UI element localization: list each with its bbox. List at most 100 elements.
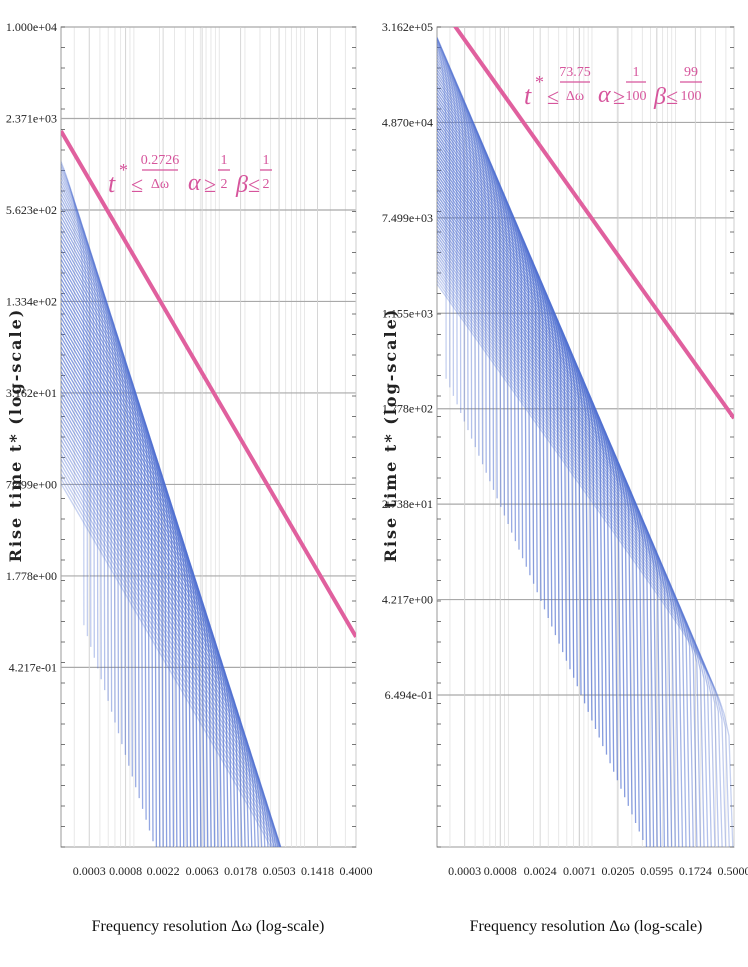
rise-time-curve — [61, 375, 246, 847]
x-tick-label: 0.0003 — [73, 864, 106, 878]
rise-time-curve — [437, 167, 611, 764]
right-ann-alpha: α — [598, 82, 611, 108]
rise-time-curve — [61, 449, 282, 847]
rise-time-curve — [61, 483, 272, 847]
x-tick-label: 0.0205 — [602, 864, 635, 878]
x-tick-label: 0.1724 — [679, 864, 712, 878]
right-ann-le: ≤ — [547, 84, 559, 109]
right-ann-star: * — [535, 72, 544, 92]
rise-time-curve — [437, 232, 680, 847]
left-curves — [61, 161, 282, 847]
rise-time-curve — [437, 153, 597, 730]
x-tick-label: 0.0071 — [563, 864, 596, 878]
upper-bound-line — [61, 130, 356, 638]
right-ann-ge: ≥ — [613, 84, 625, 109]
left-ann-b-den: 2 — [263, 177, 270, 192]
left-ann-a-num: 1 — [221, 153, 228, 168]
left-y-axis-title: Rise time t* (log-scale) — [6, 308, 25, 563]
y-tick-label: 5.623e+02 — [6, 203, 57, 217]
rise-time-curve — [61, 424, 277, 847]
rise-time-curve — [437, 150, 593, 721]
rise-time-curve — [437, 245, 694, 847]
rise-time-curve — [61, 410, 269, 847]
rise-time-curve — [437, 139, 582, 695]
x-tick-label: 0.0063 — [186, 864, 219, 878]
rise-time-curve — [437, 239, 687, 847]
x-tick-label: 0.0008 — [484, 864, 517, 878]
rise-time-curve — [61, 322, 209, 847]
rise-time-curve — [437, 263, 712, 847]
rise-time-curve — [437, 283, 734, 847]
rise-time-curve — [61, 434, 280, 847]
rise-time-curve — [61, 390, 256, 847]
y-tick-label: 1.155e+03 — [382, 306, 433, 320]
rise-time-curve — [437, 218, 666, 847]
rise-time-curve — [61, 327, 212, 847]
right-bound — [453, 27, 734, 420]
rise-time-curve — [61, 463, 280, 847]
y-tick-label: 3.162e+01 — [6, 386, 57, 400]
rise-time-curve — [437, 194, 640, 832]
rise-time-curve — [61, 346, 226, 847]
x-tick-label: 0.0503 — [263, 864, 296, 878]
rise-time-curve — [437, 225, 673, 847]
right-panel: 3.162e+05 4.870e+04 7.499e+03 1.155e+03 1.77… — [381, 20, 748, 935]
rise-time-curve — [61, 312, 202, 847]
left-ann-le: ≤ — [131, 172, 143, 197]
rise-time-curve — [437, 269, 720, 847]
y-tick-label: 7.499e+03 — [382, 211, 433, 225]
rise-time-curve — [437, 201, 648, 847]
rise-time-curve — [61, 302, 195, 847]
rise-time-curve — [61, 293, 188, 847]
rise-time-curve — [437, 256, 705, 847]
y-tick-label: 4.870e+04 — [382, 115, 433, 129]
rise-time-curve — [437, 180, 626, 798]
rise-time-curve — [61, 439, 281, 847]
y-tick-label: 1.000e+04 — [6, 20, 57, 34]
x-tick-label: 0.0024 — [524, 864, 557, 878]
x-tick-label: 0.0595 — [640, 864, 673, 878]
rise-time-curve — [61, 478, 274, 847]
left-ann-b-num: 1 — [263, 153, 270, 168]
left-ann-le2: ≤ — [248, 172, 260, 197]
rise-time-curve — [61, 414, 272, 847]
y-tick-label: 6.494e-01 — [385, 688, 433, 702]
rise-time-curve — [61, 278, 178, 847]
right-ann-num: 73.75 — [559, 65, 591, 80]
rise-time-curve — [437, 156, 600, 738]
y-tick-label: 1.778e+02 — [382, 402, 433, 416]
y-tick-label: 1.334e+02 — [6, 294, 57, 308]
x-tick-label: 0.5000 — [718, 864, 748, 878]
rise-time-curve — [437, 228, 676, 847]
rise-time-curve — [437, 38, 451, 388]
rise-time-curve — [61, 419, 275, 847]
upper-bound-line — [453, 27, 734, 420]
left-ann-a-den: 2 — [221, 177, 228, 192]
rise-time-curve — [437, 266, 716, 847]
rise-time-curve — [437, 146, 589, 712]
rise-time-curve — [61, 351, 229, 847]
rise-time-curve — [437, 276, 727, 847]
rise-time-curve — [61, 361, 236, 847]
left-panel: 1.000e+04 2.371e+03 5.623e+02 1.334e+02 3.16… — [6, 20, 373, 935]
left-bound-annotation: t * ≤ 0.2726 Δω α ≥ 1 2 β ≤ 1 2 — [108, 153, 272, 198]
rise-time-curve — [437, 198, 644, 841]
rise-time-curve — [61, 283, 181, 847]
y-tick-label: 3.162e+05 — [382, 20, 433, 34]
rise-time-curve — [437, 235, 684, 847]
y-tick-label: 2.371e+03 — [6, 111, 57, 125]
rise-time-curve — [437, 187, 633, 815]
left-y-ticks: 1.000e+04 2.371e+03 5.623e+02 1.334e+02 3.16… — [6, 20, 57, 674]
rise-time-curve — [61, 385, 253, 847]
rise-time-curve — [437, 273, 723, 847]
left-ann-ge: ≥ — [204, 172, 216, 197]
rise-time-curve — [61, 405, 266, 847]
rise-time-curve — [437, 170, 615, 772]
right-bound-annotation: t * ≤ 73.75 Δω α ≥ 1 100 β ≤ 99 100 — [524, 65, 702, 110]
x-tick-label: 0.1418 — [301, 864, 334, 878]
rise-time-curve — [437, 215, 662, 847]
rise-time-curve — [437, 252, 702, 847]
right-x-axis-title: Frequency resolution Δω (log-scale) — [470, 918, 703, 935]
rise-time-curve — [61, 371, 243, 847]
right-ann-b-den: 100 — [681, 89, 702, 104]
